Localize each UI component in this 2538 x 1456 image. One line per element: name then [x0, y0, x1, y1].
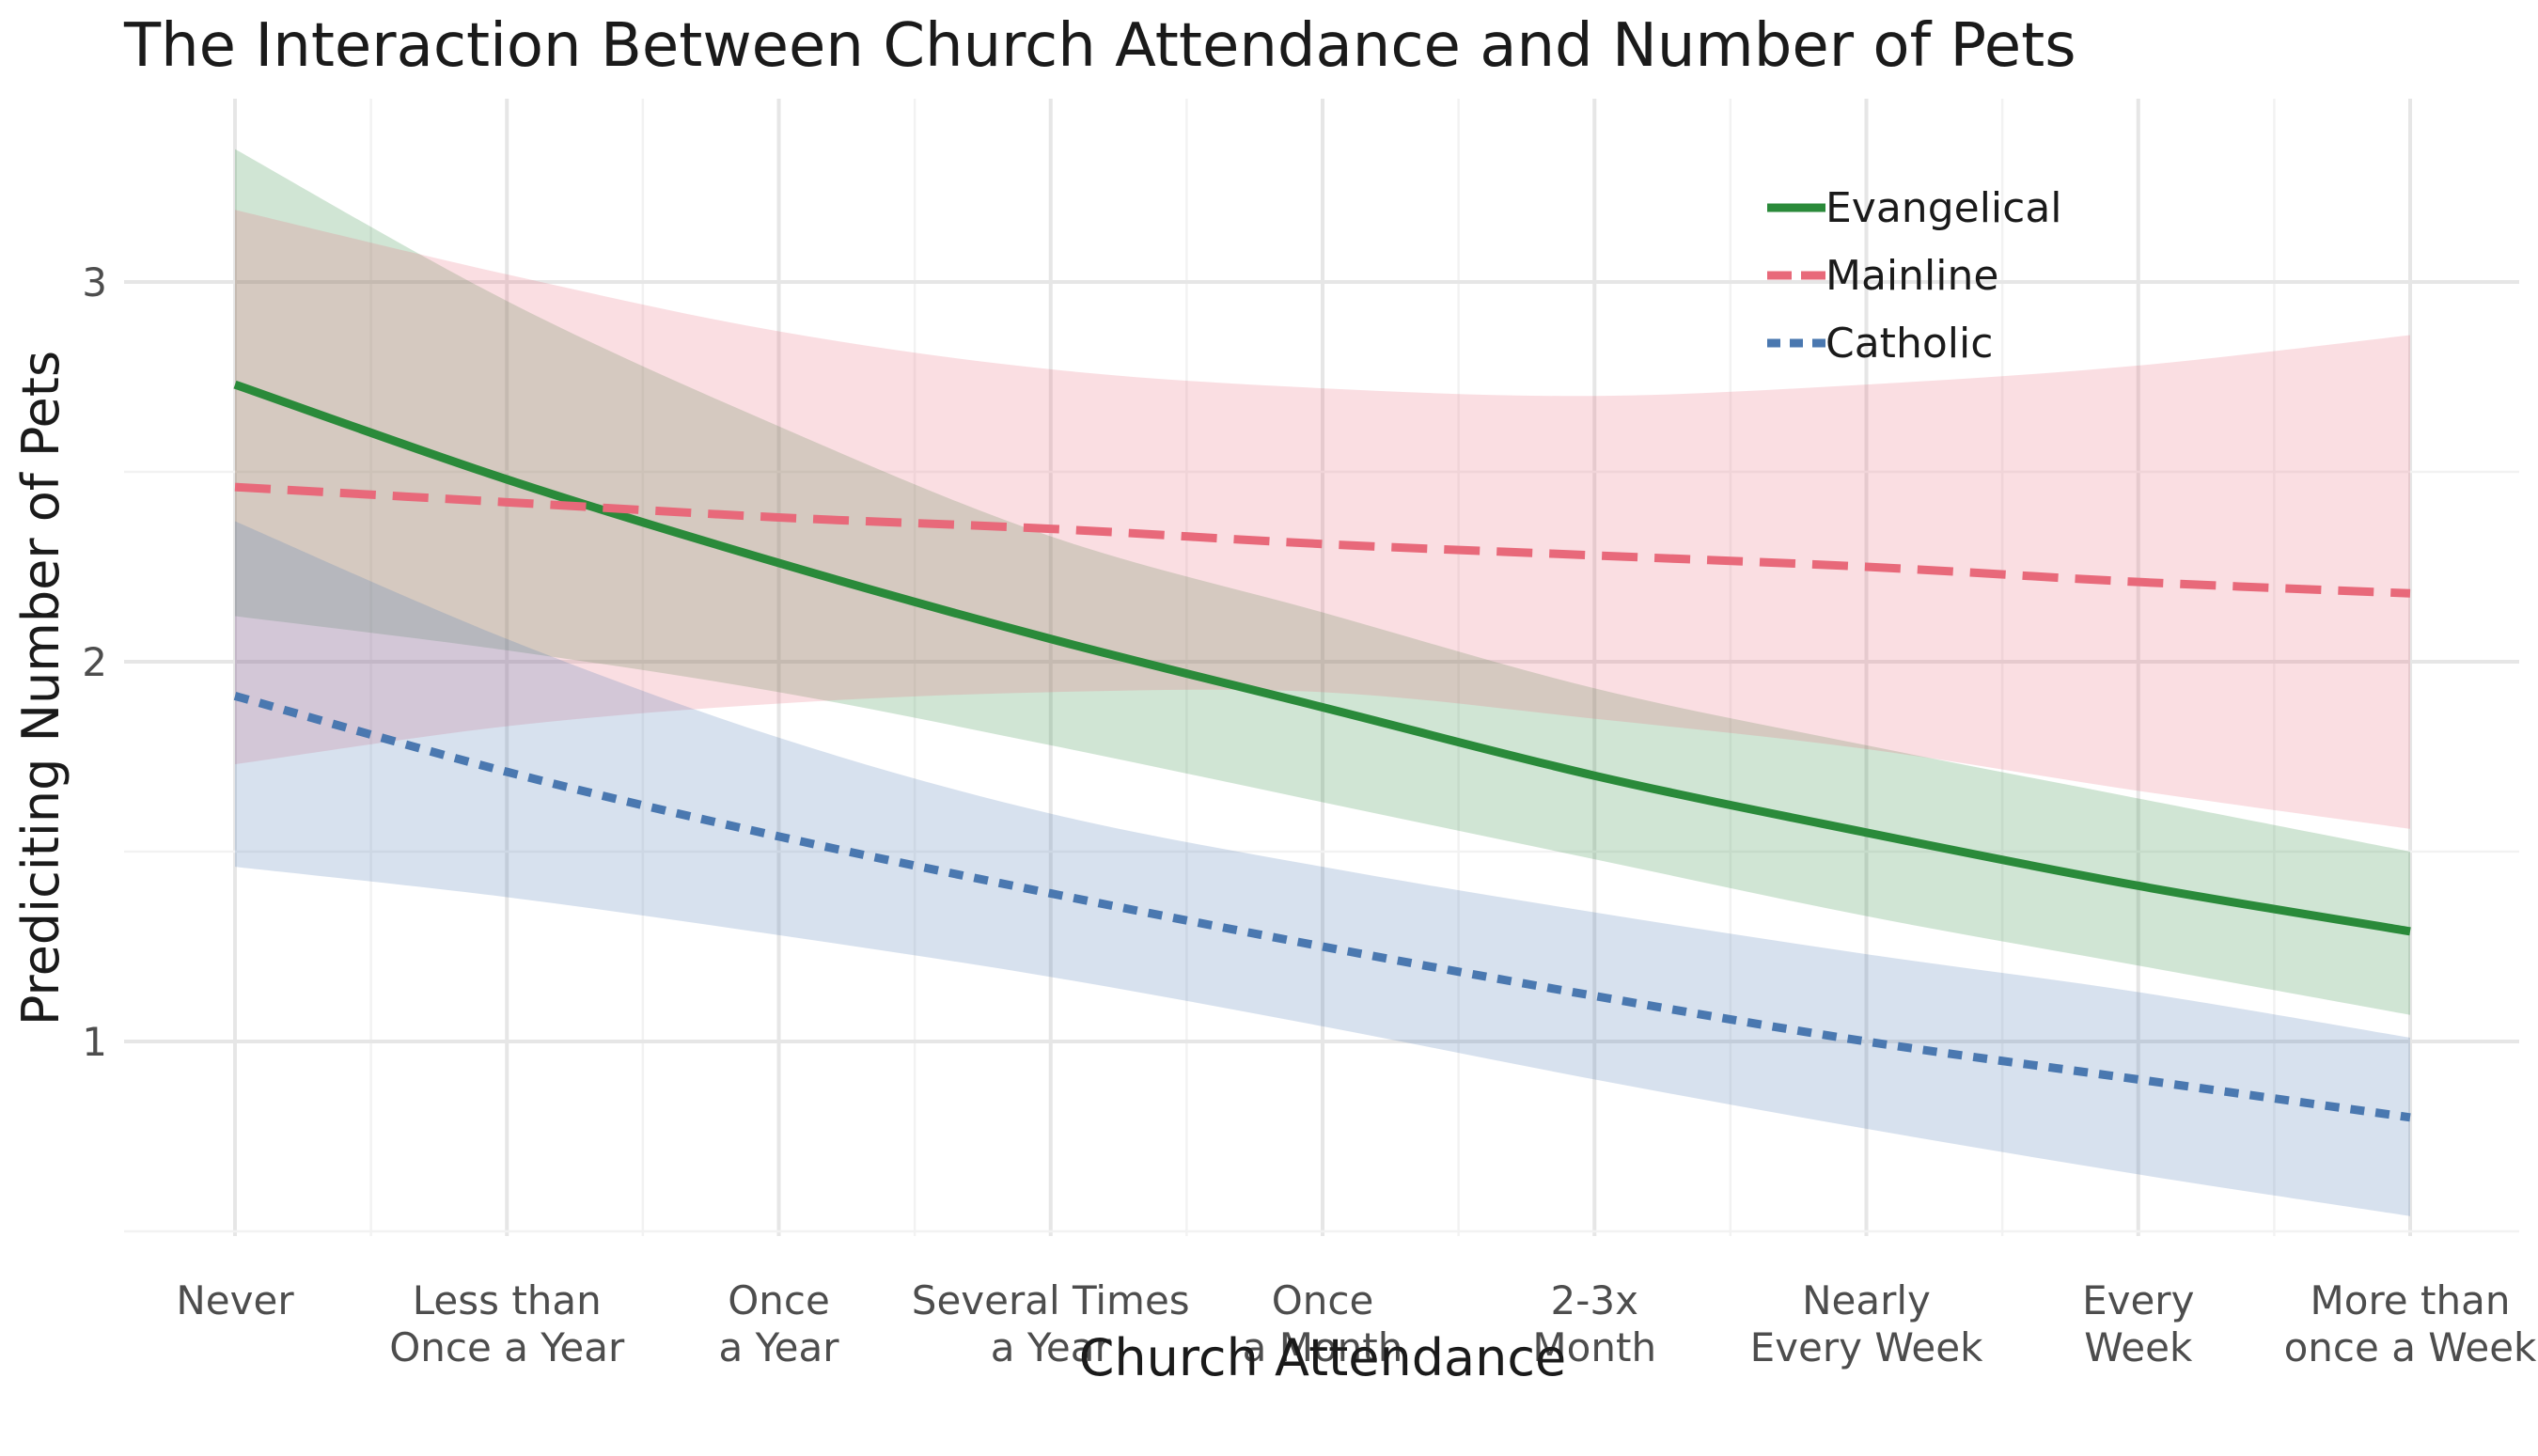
- x-tick-label: Never: [176, 1277, 294, 1323]
- x-tick-label: Once: [728, 1277, 830, 1323]
- chart-title: The Interaction Between Church Attendanc…: [123, 11, 2076, 81]
- y-tick-label: 2: [82, 639, 107, 685]
- series-line-mainline: [234, 482, 2411, 598]
- legend-label-evangelical: Evangelical: [1825, 184, 2062, 232]
- x-tick-label: once a Week: [2284, 1324, 2537, 1370]
- x-tick-label: Less than: [413, 1277, 602, 1323]
- x-tick-label: Several Times: [912, 1277, 1190, 1323]
- confidence-band-mainline: [235, 210, 2410, 829]
- x-tick-label: More than: [2311, 1277, 2511, 1323]
- x-tick-label: a Year: [718, 1324, 839, 1370]
- confidence-bands: [235, 149, 2410, 1216]
- x-tick-label: Every: [2082, 1277, 2194, 1323]
- legend: Evangelical Mainline Catholic: [1767, 184, 2062, 368]
- x-tick-label: Month: [1532, 1324, 1656, 1370]
- x-tick-label: Nearly: [1802, 1277, 1931, 1323]
- x-tick-label: Every Week: [1750, 1324, 1983, 1370]
- y-axis-title: Prediciting Number of Pets: [11, 351, 70, 1025]
- x-tick-label: Week: [2084, 1324, 2193, 1370]
- y-tick-label: 3: [82, 259, 107, 305]
- x-tick-label: a Year: [991, 1324, 1112, 1370]
- series-line-evangelical: [233, 380, 2411, 936]
- legend-label-catholic: Catholic: [1825, 320, 1993, 368]
- confidence-band-catholic: [235, 521, 2410, 1216]
- x-tick-label: Once: [1272, 1277, 1374, 1323]
- grid: [124, 99, 2519, 1236]
- series-lines: [233, 380, 2411, 1122]
- x-tick-label: a Month: [1243, 1324, 1403, 1370]
- confidence-band-evangelical: [235, 149, 2410, 1015]
- x-tick-label: Once a Year: [389, 1324, 625, 1370]
- y-tick-label: 1: [82, 1019, 107, 1065]
- series-line-catholic: [233, 692, 2411, 1122]
- legend-label-mainline: Mainline: [1825, 252, 1998, 300]
- x-axis-title: Church Attendance: [1079, 1328, 1567, 1387]
- y-axis-ticks: 1 2 3: [82, 259, 107, 1065]
- x-tick-label: 2-3x: [1551, 1277, 1638, 1323]
